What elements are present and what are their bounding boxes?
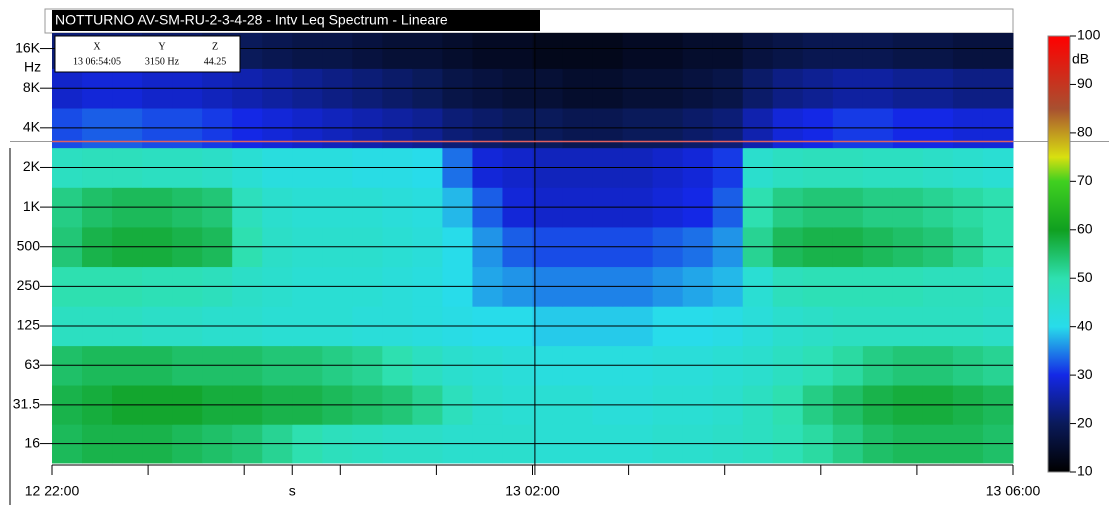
heat-cell <box>532 33 564 69</box>
y-tick-label: 500 <box>17 237 41 253</box>
colorbar-tick-label: 60 <box>1077 220 1093 236</box>
y-tick-label: 31.5 <box>13 396 40 412</box>
readout-header: Z <box>212 41 218 52</box>
heat-cell <box>382 33 413 69</box>
y-unit: Hz <box>24 59 41 75</box>
readout-value: 3150 Hz <box>145 56 180 67</box>
heat-cell <box>952 33 984 69</box>
x-tick-label: s <box>289 483 296 499</box>
heat-cell <box>862 33 894 69</box>
colorbar <box>1047 35 1071 473</box>
y-tick-label: 63 <box>24 356 40 372</box>
x-tick-label: 12 22:00 <box>25 483 80 499</box>
heat-cell <box>292 33 323 69</box>
colorbar-label: dB <box>1072 51 1089 67</box>
heat-cell <box>262 33 293 69</box>
readout-box <box>54 35 241 73</box>
y-tick-label: 250 <box>17 277 41 293</box>
heat-cell <box>472 33 503 69</box>
x-tick-label: 13 06:00 <box>986 483 1041 499</box>
y-tick-label: 8K <box>23 79 41 95</box>
heat-cell <box>562 33 594 69</box>
colorbar-tick-label: 50 <box>1077 269 1093 285</box>
colorbar-tick-label: 40 <box>1077 317 1093 333</box>
readout-value: 44.25 <box>204 56 227 67</box>
heat-cell <box>502 33 533 69</box>
heat-cell <box>832 33 864 69</box>
overlay: X 13 06:54:05 Y 3150 Hz Z 44.25 <box>10 33 1109 475</box>
heat-cell <box>712 33 744 69</box>
readout-header: X <box>93 41 101 52</box>
heat-cell <box>982 33 1014 69</box>
y-tick-label: 2K <box>23 158 41 174</box>
colorbar-tick-label: 90 <box>1077 75 1093 91</box>
heat-cell <box>352 33 383 69</box>
heat-cell <box>412 33 443 69</box>
y-tick-label: 1K <box>23 198 41 214</box>
heat-cell <box>592 33 624 69</box>
colorbar-tick-label: 10 <box>1077 463 1093 479</box>
title-bg <box>52 10 540 31</box>
x-tick-label: 13 02:00 <box>505 483 560 499</box>
colorbar-tick-label: 20 <box>1077 414 1093 430</box>
readout-header: Y <box>158 41 165 52</box>
y-tick-label: 16K <box>15 39 41 55</box>
heat-cell <box>772 33 804 69</box>
y-tick-label: 125 <box>17 317 41 333</box>
colorbar-tick-label: 80 <box>1077 124 1093 140</box>
heat-cell <box>652 33 684 69</box>
y-tick-label: 16 <box>24 434 40 450</box>
colorbar-tick-label: 30 <box>1077 366 1093 382</box>
heat-cell <box>682 33 714 69</box>
heat-cell <box>742 33 774 69</box>
heat-cell <box>802 33 834 69</box>
heat-cell <box>892 33 924 69</box>
colorbar-tick-label: 70 <box>1077 172 1093 188</box>
chart-title: NOTTURNO AV-SM-RU-2-3-4-28 - Intv Leq Sp… <box>55 12 448 28</box>
heatmap <box>52 33 1014 464</box>
heat-cell <box>322 33 353 69</box>
readout-value: 13 06:54:05 <box>73 56 121 67</box>
colorbar-tick-label: 100 <box>1077 27 1101 43</box>
heat-cell <box>922 33 954 69</box>
y-tick-label: 4K <box>23 119 41 135</box>
heat-cell <box>442 33 473 69</box>
heat-cell <box>622 33 654 69</box>
